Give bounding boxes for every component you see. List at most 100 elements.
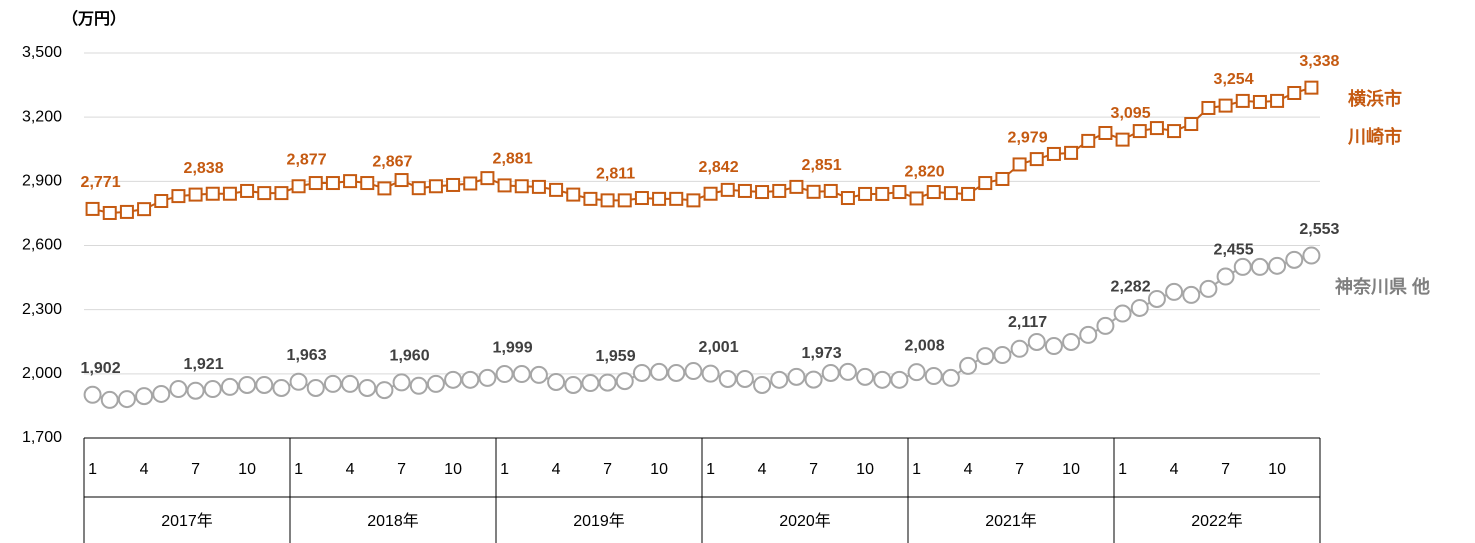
marker — [240, 183, 255, 198]
marker — [1201, 100, 1216, 115]
marker — [1184, 117, 1199, 132]
x-tick-label: 10 — [238, 461, 256, 478]
y-tick-label: 2,300 — [22, 301, 62, 318]
marker — [83, 385, 102, 404]
data-label: 2,820 — [905, 164, 945, 181]
data-label: 2,881 — [493, 151, 533, 168]
marker — [220, 377, 239, 396]
marker — [1216, 267, 1235, 286]
marker — [1115, 132, 1130, 147]
marker — [1132, 124, 1147, 139]
marker — [720, 182, 735, 197]
marker — [1079, 325, 1098, 344]
marker — [117, 390, 136, 409]
x-tick-label: 4 — [1170, 461, 1179, 478]
x-tick-label: 7 — [397, 461, 406, 478]
year-label: 2018年 — [367, 512, 419, 530]
data-label: 2,001 — [699, 339, 739, 356]
x-tick-label: 7 — [191, 461, 200, 478]
marker — [909, 191, 924, 206]
marker — [360, 176, 375, 191]
x-tick-label: 4 — [346, 461, 355, 478]
marker — [821, 363, 840, 382]
x-tick-label: 4 — [964, 461, 973, 478]
data-label: 2,811 — [596, 166, 635, 183]
marker — [377, 181, 392, 196]
x-tick-label: 10 — [444, 461, 462, 478]
marker — [701, 364, 720, 383]
data-label: 2,867 — [372, 154, 412, 171]
marker — [1149, 121, 1164, 136]
data-label: 2,979 — [1008, 130, 1048, 147]
data-label: 2,553 — [1299, 221, 1339, 238]
marker — [1302, 246, 1321, 265]
marker — [787, 367, 806, 386]
year-label: 2019年 — [573, 512, 625, 530]
marker — [531, 179, 546, 194]
data-label: 3,254 — [1214, 71, 1254, 88]
marker — [652, 191, 667, 206]
marker — [514, 179, 529, 194]
marker — [463, 176, 478, 191]
y-tick-label: 2,600 — [22, 237, 62, 254]
legend-entry: 神奈川県 他 — [1335, 277, 1431, 297]
marker — [890, 370, 909, 389]
marker — [838, 362, 857, 381]
marker — [257, 186, 272, 201]
marker — [549, 182, 564, 197]
marker — [1270, 93, 1285, 108]
data-label: 2,455 — [1214, 242, 1254, 259]
marker — [1010, 339, 1029, 358]
marker — [993, 346, 1012, 365]
data-label: 2,851 — [802, 157, 842, 174]
marker — [804, 370, 823, 389]
marker — [875, 186, 890, 201]
data-label: 1,902 — [81, 360, 121, 377]
x-tick-label: 1 — [294, 461, 303, 478]
y-tick-label: 2,900 — [22, 173, 62, 190]
marker — [856, 367, 875, 386]
marker — [444, 370, 463, 389]
marker — [1233, 257, 1252, 276]
marker — [961, 186, 976, 201]
marker — [272, 378, 291, 397]
marker — [718, 369, 737, 388]
marker — [943, 186, 958, 201]
unit-label: （万円） — [62, 10, 126, 28]
x-tick-label: 4 — [140, 461, 149, 478]
marker — [926, 185, 941, 200]
marker — [119, 204, 134, 219]
marker — [669, 191, 684, 206]
marker — [1182, 285, 1201, 304]
x-tick-label: 1 — [88, 461, 97, 478]
marker — [306, 378, 325, 397]
marker — [772, 183, 787, 198]
marker — [186, 381, 205, 400]
marker — [323, 374, 342, 393]
marker — [102, 205, 117, 220]
marker — [1130, 298, 1149, 317]
marker — [203, 380, 222, 399]
marker — [703, 186, 718, 201]
marker — [581, 374, 600, 393]
data-label: 1,973 — [802, 345, 842, 362]
marker — [341, 374, 360, 393]
marker — [1064, 145, 1079, 160]
marker — [873, 370, 892, 389]
marker — [461, 370, 480, 389]
data-label: 2,877 — [287, 151, 327, 168]
marker — [137, 202, 152, 217]
marker — [135, 387, 154, 406]
marker — [667, 363, 686, 382]
marker — [478, 368, 497, 387]
marker — [171, 189, 186, 204]
marker — [152, 384, 171, 403]
data-label: 1,960 — [390, 348, 430, 365]
marker — [291, 179, 306, 194]
marker — [1252, 94, 1267, 109]
marker — [446, 177, 461, 192]
marker — [684, 362, 703, 381]
marker — [1027, 332, 1046, 351]
